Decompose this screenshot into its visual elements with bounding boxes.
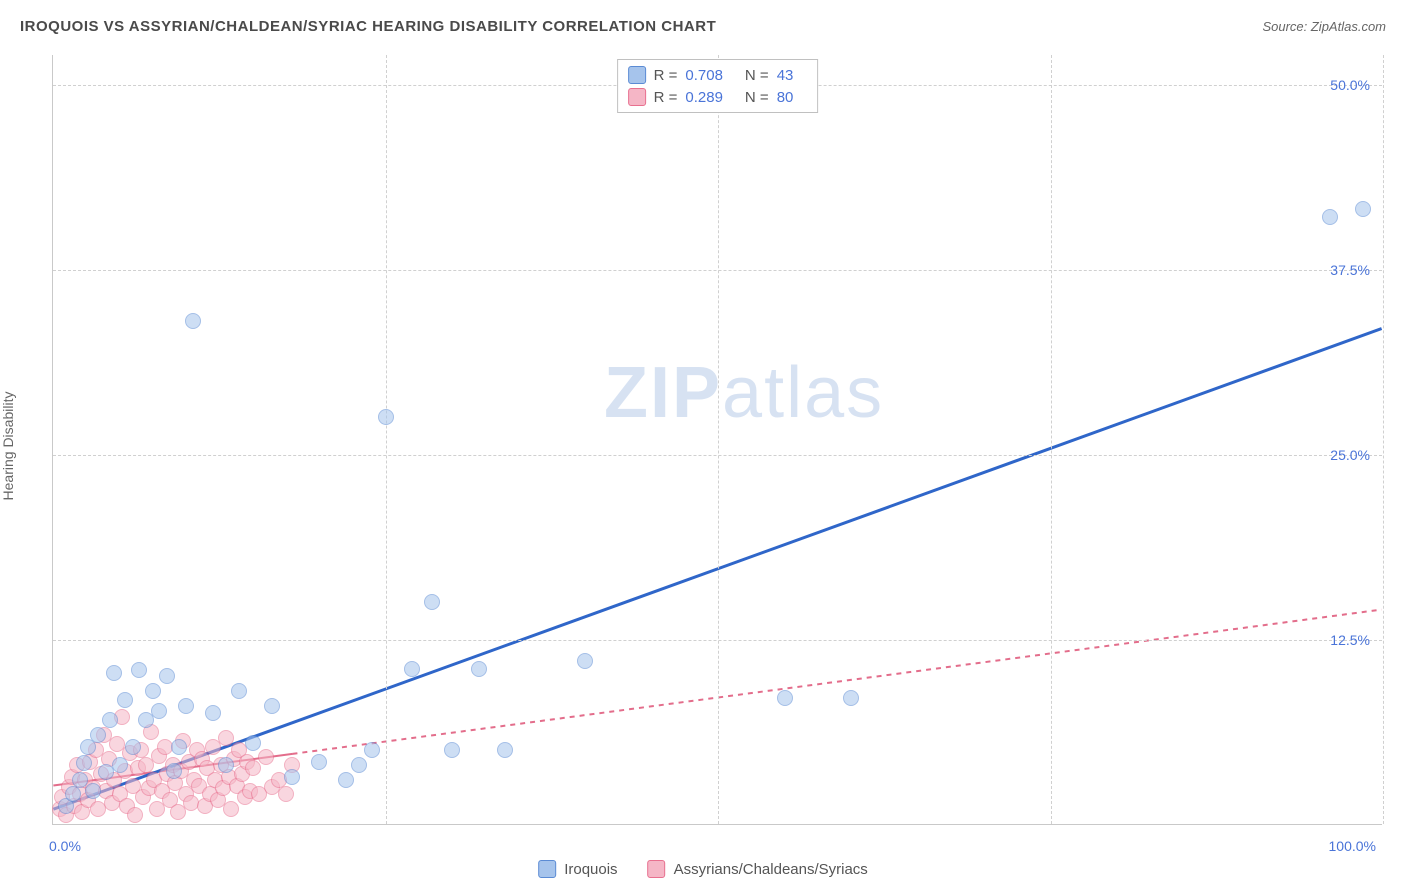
scatter-point-iroquois bbox=[151, 703, 167, 719]
scatter-point-iroquois bbox=[166, 763, 182, 779]
scatter-point-acs bbox=[245, 760, 261, 776]
legend-swatch-iroquois bbox=[538, 860, 556, 878]
legend-item-iroquois: Iroquois bbox=[538, 860, 617, 878]
scatter-point-iroquois bbox=[444, 742, 460, 758]
legend-label-acs: Assyrians/Chaldeans/Syriacs bbox=[674, 861, 868, 878]
scatter-point-iroquois bbox=[112, 757, 128, 773]
scatter-point-iroquois bbox=[145, 683, 161, 699]
scatter-point-iroquois bbox=[1355, 201, 1371, 217]
scatter-point-iroquois bbox=[171, 739, 187, 755]
legend-label-iroquois: Iroquois bbox=[564, 861, 617, 878]
scatter-point-iroquois bbox=[843, 690, 859, 706]
scatter-point-iroquois bbox=[102, 712, 118, 728]
gridline-v bbox=[1383, 55, 1384, 824]
legend-stats-row-iroquois: R = 0.708 N = 43 bbox=[628, 64, 808, 86]
scatter-point-iroquois bbox=[1322, 209, 1338, 225]
legend-swatch-acs bbox=[628, 88, 646, 106]
scatter-point-acs bbox=[157, 739, 173, 755]
legend-stats-box: R = 0.708 N = 43 R = 0.289 N = 80 bbox=[617, 59, 819, 113]
legend-swatch-acs bbox=[648, 860, 666, 878]
y-tick-label: 25.0% bbox=[1330, 447, 1370, 463]
y-tick-label: 12.5% bbox=[1330, 632, 1370, 648]
scatter-point-iroquois bbox=[117, 692, 133, 708]
scatter-point-iroquois bbox=[185, 313, 201, 329]
n-label: N = bbox=[745, 89, 769, 106]
n-value-iroquois: 43 bbox=[777, 67, 794, 84]
y-axis-label: Hearing Disability bbox=[0, 392, 16, 501]
scatter-point-iroquois bbox=[338, 772, 354, 788]
scatter-point-iroquois bbox=[131, 662, 147, 678]
watermark-light: atlas bbox=[722, 353, 884, 433]
x-tick-label: 0.0% bbox=[49, 838, 81, 854]
scatter-point-acs bbox=[223, 801, 239, 817]
watermark-bold: ZIP bbox=[604, 353, 722, 433]
scatter-point-iroquois bbox=[178, 698, 194, 714]
scatter-point-iroquois bbox=[65, 786, 81, 802]
y-tick-label: 50.0% bbox=[1330, 77, 1370, 93]
r-value-iroquois: 0.708 bbox=[685, 67, 723, 84]
scatter-point-acs bbox=[218, 730, 234, 746]
scatter-point-iroquois bbox=[264, 698, 280, 714]
legend-stats-row-acs: R = 0.289 N = 80 bbox=[628, 86, 808, 108]
r-label: R = bbox=[654, 89, 678, 106]
scatter-point-iroquois bbox=[284, 769, 300, 785]
chart-title: IROQUOIS VS ASSYRIAN/CHALDEAN/SYRIAC HEA… bbox=[20, 18, 716, 35]
scatter-point-iroquois bbox=[471, 661, 487, 677]
scatter-point-iroquois bbox=[311, 754, 327, 770]
bottom-legend: Iroquois Assyrians/Chaldeans/Syriacs bbox=[538, 860, 868, 878]
scatter-point-iroquois bbox=[218, 757, 234, 773]
legend-item-acs: Assyrians/Chaldeans/Syriacs bbox=[648, 860, 868, 878]
watermark: ZIPatlas bbox=[604, 352, 884, 434]
scatter-point-iroquois bbox=[245, 735, 261, 751]
scatter-point-iroquois bbox=[159, 668, 175, 684]
gridline-v bbox=[386, 55, 387, 824]
legend-swatch-iroquois bbox=[628, 66, 646, 84]
scatter-point-iroquois bbox=[577, 653, 593, 669]
gridline-v bbox=[718, 55, 719, 824]
scatter-point-iroquois bbox=[125, 739, 141, 755]
title-bar: IROQUOIS VS ASSYRIAN/CHALDEAN/SYRIAC HEA… bbox=[20, 18, 1386, 35]
scatter-point-iroquois bbox=[85, 783, 101, 799]
scatter-point-iroquois bbox=[424, 594, 440, 610]
scatter-point-iroquois bbox=[90, 727, 106, 743]
scatter-point-iroquois bbox=[76, 755, 92, 771]
y-tick-label: 37.5% bbox=[1330, 262, 1370, 278]
scatter-point-acs bbox=[127, 807, 143, 823]
gridline-v bbox=[1051, 55, 1052, 824]
n-value-acs: 80 bbox=[777, 89, 794, 106]
plot-area: ZIPatlas R = 0.708 N = 43 R = 0.289 N = … bbox=[52, 55, 1382, 825]
scatter-point-iroquois bbox=[404, 661, 420, 677]
scatter-point-iroquois bbox=[351, 757, 367, 773]
x-tick-label: 100.0% bbox=[1329, 838, 1376, 854]
scatter-point-iroquois bbox=[72, 772, 88, 788]
r-label: R = bbox=[654, 67, 678, 84]
n-label: N = bbox=[745, 67, 769, 84]
scatter-point-acs bbox=[278, 786, 294, 802]
scatter-point-iroquois bbox=[777, 690, 793, 706]
scatter-point-iroquois bbox=[106, 665, 122, 681]
scatter-point-iroquois bbox=[205, 705, 221, 721]
source-attribution: Source: ZipAtlas.com bbox=[1262, 19, 1386, 34]
scatter-point-iroquois bbox=[364, 742, 380, 758]
scatter-point-iroquois bbox=[378, 409, 394, 425]
scatter-point-iroquois bbox=[231, 683, 247, 699]
scatter-point-iroquois bbox=[497, 742, 513, 758]
scatter-point-acs bbox=[258, 749, 274, 765]
r-value-acs: 0.289 bbox=[685, 89, 723, 106]
